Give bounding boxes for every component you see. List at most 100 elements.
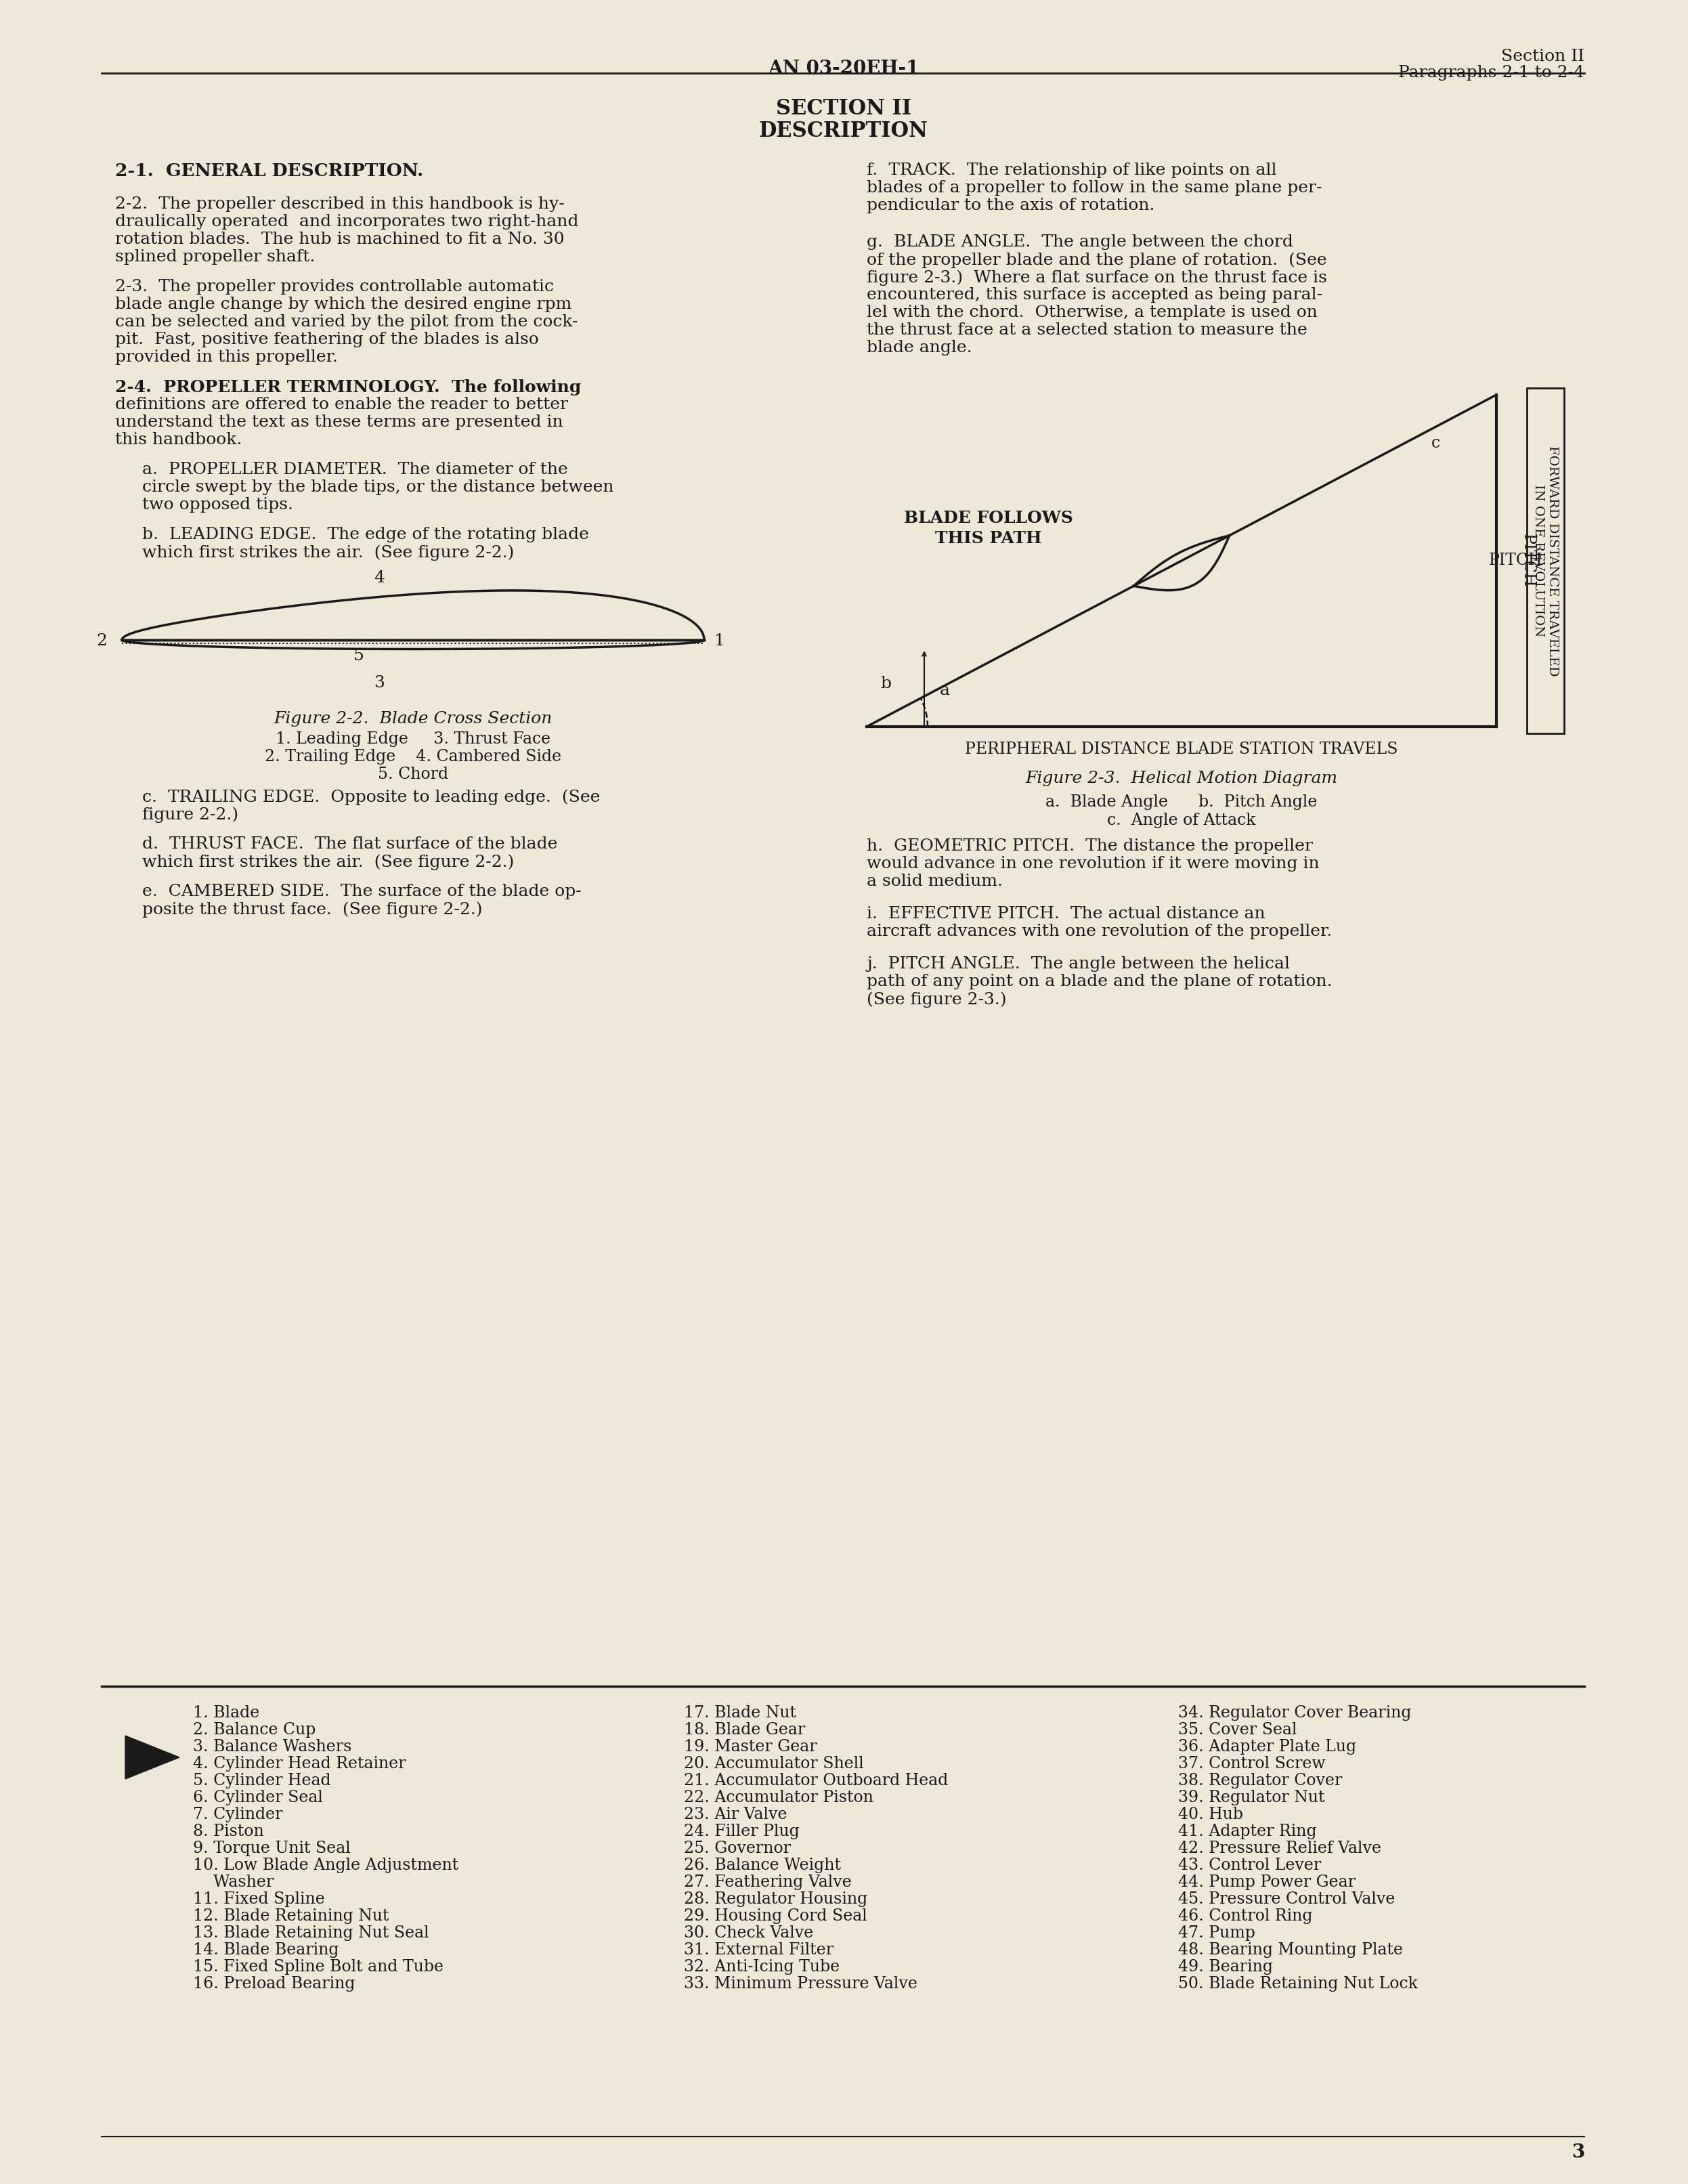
Text: 15. Fixed Spline Bolt and Tube: 15. Fixed Spline Bolt and Tube — [192, 1959, 444, 1974]
Text: 5. Chord: 5. Chord — [378, 767, 449, 782]
Text: 39. Regulator Nut: 39. Regulator Nut — [1178, 1791, 1325, 1806]
Text: Figure 2-3.  Helical Motion Diagram: Figure 2-3. Helical Motion Diagram — [1025, 771, 1337, 786]
Text: 17. Blade Nut: 17. Blade Nut — [684, 1706, 797, 1721]
Text: 3. Balance Washers: 3. Balance Washers — [192, 1738, 351, 1754]
Text: of the propeller blade and the plane of rotation.  (See: of the propeller blade and the plane of … — [866, 251, 1327, 269]
Text: 5. Cylinder Head: 5. Cylinder Head — [192, 1773, 331, 1789]
Text: (See figure 2-3.): (See figure 2-3.) — [866, 992, 1006, 1007]
Text: 27. Feathering Valve: 27. Feathering Valve — [684, 1874, 852, 1889]
Text: encountered, this surface is accepted as being paral-: encountered, this surface is accepted as… — [866, 286, 1322, 304]
Text: 28. Regulator Housing: 28. Regulator Housing — [684, 1891, 868, 1907]
Text: 50. Blade Retaining Nut Lock: 50. Blade Retaining Nut Lock — [1178, 1977, 1418, 1992]
Text: 46. Control Ring: 46. Control Ring — [1178, 1909, 1313, 1924]
Text: 5: 5 — [353, 649, 365, 664]
Text: 3: 3 — [373, 675, 385, 690]
Text: figure 2-2.): figure 2-2.) — [142, 806, 238, 823]
Text: 7. Cylinder: 7. Cylinder — [192, 1806, 282, 1821]
Text: 42. Pressure Relief Valve: 42. Pressure Relief Valve — [1178, 1841, 1381, 1856]
Text: would advance in one revolution if it were moving in: would advance in one revolution if it we… — [866, 856, 1320, 871]
Text: 49. Bearing: 49. Bearing — [1178, 1959, 1273, 1974]
Text: 2. Balance Cup: 2. Balance Cup — [192, 1723, 316, 1738]
Text: FORWARD DISTANCE TRAVELED
IN ONE REVOLUTION: FORWARD DISTANCE TRAVELED IN ONE REVOLUT… — [1533, 446, 1558, 677]
Text: PITCH: PITCH — [1519, 533, 1536, 587]
Text: provided in this propeller.: provided in this propeller. — [115, 349, 338, 365]
Text: j.  PITCH ANGLE.  The angle between the helical: j. PITCH ANGLE. The angle between the he… — [866, 957, 1290, 972]
Text: AN 03-20EH-1: AN 03-20EH-1 — [768, 59, 920, 79]
Text: 20. Accumulator Shell: 20. Accumulator Shell — [684, 1756, 864, 1771]
Text: 1. Leading Edge     3. Thrust Face: 1. Leading Edge 3. Thrust Face — [275, 732, 550, 747]
Text: c.  Angle of Attack: c. Angle of Attack — [1107, 812, 1256, 828]
Text: 13. Blade Retaining Nut Seal: 13. Blade Retaining Nut Seal — [192, 1926, 429, 1942]
Text: 30. Check Valve: 30. Check Valve — [684, 1926, 814, 1942]
Text: which first strikes the air.  (See figure 2-2.): which first strikes the air. (See figure… — [142, 544, 515, 561]
Text: 33. Minimum Pressure Valve: 33. Minimum Pressure Valve — [684, 1977, 917, 1992]
Text: two opposed tips.: two opposed tips. — [142, 498, 294, 513]
Text: 9. Torque Unit Seal: 9. Torque Unit Seal — [192, 1841, 351, 1856]
Text: 22. Accumulator Piston: 22. Accumulator Piston — [684, 1791, 873, 1806]
Text: 26. Balance Weight: 26. Balance Weight — [684, 1859, 841, 1874]
Text: 2-4.  PROPELLER TERMINOLOGY.  The following: 2-4. PROPELLER TERMINOLOGY. The followin… — [115, 380, 581, 395]
Text: c.  TRAILING EDGE.  Opposite to leading edge.  (See: c. TRAILING EDGE. Opposite to leading ed… — [142, 788, 601, 806]
Text: 24. Filler Plug: 24. Filler Plug — [684, 1824, 800, 1839]
Text: a solid medium.: a solid medium. — [866, 874, 1003, 889]
Text: f.  TRACK.  The relationship of like points on all: f. TRACK. The relationship of like point… — [866, 162, 1276, 179]
Text: d.  THRUST FACE.  The flat surface of the blade: d. THRUST FACE. The flat surface of the … — [142, 836, 557, 852]
Text: 36. Adapter Plate Lug: 36. Adapter Plate Lug — [1178, 1738, 1355, 1754]
Text: 21. Accumulator Outboard Head: 21. Accumulator Outboard Head — [684, 1773, 949, 1789]
Text: Figure 2-2.  Blade Cross Section: Figure 2-2. Blade Cross Section — [273, 712, 552, 727]
Text: 16. Preload Bearing: 16. Preload Bearing — [192, 1977, 354, 1992]
Text: Washer: Washer — [192, 1874, 273, 1889]
Text: Paragraphs 2-1 to 2-4: Paragraphs 2-1 to 2-4 — [1398, 66, 1585, 81]
Text: 48. Bearing Mounting Plate: 48. Bearing Mounting Plate — [1178, 1942, 1403, 1957]
Text: 14. Blade Bearing: 14. Blade Bearing — [192, 1942, 339, 1957]
Text: 10. Low Blade Angle Adjustment: 10. Low Blade Angle Adjustment — [192, 1859, 459, 1874]
Text: g.  BLADE ANGLE.  The angle between the chord: g. BLADE ANGLE. The angle between the ch… — [866, 234, 1293, 249]
Text: a: a — [940, 684, 950, 699]
Text: PITCH: PITCH — [1489, 553, 1543, 568]
Text: a.  PROPELLER DIAMETER.  The diameter of the: a. PROPELLER DIAMETER. The diameter of t… — [142, 461, 567, 478]
Text: b.  LEADING EDGE.  The edge of the rotating blade: b. LEADING EDGE. The edge of the rotatin… — [142, 526, 589, 542]
Text: DESCRIPTION: DESCRIPTION — [760, 120, 928, 142]
Bar — [1528, 389, 1565, 734]
Text: h.  GEOMETRIC PITCH.  The distance the propeller: h. GEOMETRIC PITCH. The distance the pro… — [866, 839, 1313, 854]
Text: lel with the chord.  Otherwise, a template is used on: lel with the chord. Otherwise, a templat… — [866, 306, 1318, 321]
Text: 2: 2 — [96, 633, 106, 649]
Text: aircraft advances with one revolution of the propeller.: aircraft advances with one revolution of… — [866, 924, 1332, 939]
Text: can be selected and varied by the pilot from the cock-: can be selected and varied by the pilot … — [115, 314, 577, 330]
Text: path of any point on a blade and the plane of rotation.: path of any point on a blade and the pla… — [866, 974, 1332, 989]
Text: e.  CAMBERED SIDE.  The surface of the blade op-: e. CAMBERED SIDE. The surface of the bla… — [142, 885, 581, 900]
Text: 11. Fixed Spline: 11. Fixed Spline — [192, 1891, 324, 1907]
Text: 35. Cover Seal: 35. Cover Seal — [1178, 1723, 1296, 1738]
Text: blade angle change by which the desired engine rpm: blade angle change by which the desired … — [115, 297, 572, 312]
Text: a.  Blade Angle      b.  Pitch Angle: a. Blade Angle b. Pitch Angle — [1045, 795, 1317, 810]
Text: 2. Trailing Edge    4. Cambered Side: 2. Trailing Edge 4. Cambered Side — [265, 749, 562, 764]
Text: draulically operated  and incorporates two right-hand: draulically operated and incorporates tw… — [115, 214, 579, 229]
Text: the thrust face at a selected station to measure the: the thrust face at a selected station to… — [866, 323, 1307, 339]
Text: 2-2.  The propeller described in this handbook is hy-: 2-2. The propeller described in this han… — [115, 197, 564, 212]
Text: 2-1.  GENERAL DESCRIPTION.: 2-1. GENERAL DESCRIPTION. — [115, 162, 424, 179]
Text: 31. External Filter: 31. External Filter — [684, 1942, 834, 1957]
Text: pendicular to the axis of rotation.: pendicular to the axis of rotation. — [866, 199, 1155, 214]
Text: 3: 3 — [1572, 2143, 1585, 2162]
Text: THIS PATH: THIS PATH — [935, 531, 1041, 546]
Text: c: c — [1431, 435, 1440, 452]
Text: 29. Housing Cord Seal: 29. Housing Cord Seal — [684, 1909, 868, 1924]
Text: 19. Master Gear: 19. Master Gear — [684, 1738, 817, 1754]
Text: 18. Blade Gear: 18. Blade Gear — [684, 1723, 805, 1738]
Text: definitions are offered to enable the reader to better: definitions are offered to enable the re… — [115, 397, 569, 413]
Text: 8. Piston: 8. Piston — [192, 1824, 263, 1839]
Text: posite the thrust face.  (See figure 2-2.): posite the thrust face. (See figure 2-2.… — [142, 902, 483, 917]
Text: 44. Pump Power Gear: 44. Pump Power Gear — [1178, 1874, 1355, 1889]
Text: figure 2-3.)  Where a flat surface on the thrust face is: figure 2-3.) Where a flat surface on the… — [866, 269, 1327, 286]
Text: BLADE FOLLOWS: BLADE FOLLOWS — [905, 509, 1074, 526]
Polygon shape — [125, 1736, 179, 1780]
Text: Section II: Section II — [1501, 48, 1585, 63]
Text: pit.  Fast, positive feathering of the blades is also: pit. Fast, positive feathering of the bl… — [115, 332, 538, 347]
Text: splined propeller shaft.: splined propeller shaft. — [115, 249, 316, 264]
Text: 43. Control Lever: 43. Control Lever — [1178, 1859, 1322, 1874]
Text: 4. Cylinder Head Retainer: 4. Cylinder Head Retainer — [192, 1756, 407, 1771]
Text: 1: 1 — [714, 633, 726, 649]
Text: 23. Air Valve: 23. Air Valve — [684, 1806, 787, 1821]
Text: 2-3.  The propeller provides controllable automatic: 2-3. The propeller provides controllable… — [115, 280, 554, 295]
Text: 34. Regulator Cover Bearing: 34. Regulator Cover Bearing — [1178, 1706, 1411, 1721]
